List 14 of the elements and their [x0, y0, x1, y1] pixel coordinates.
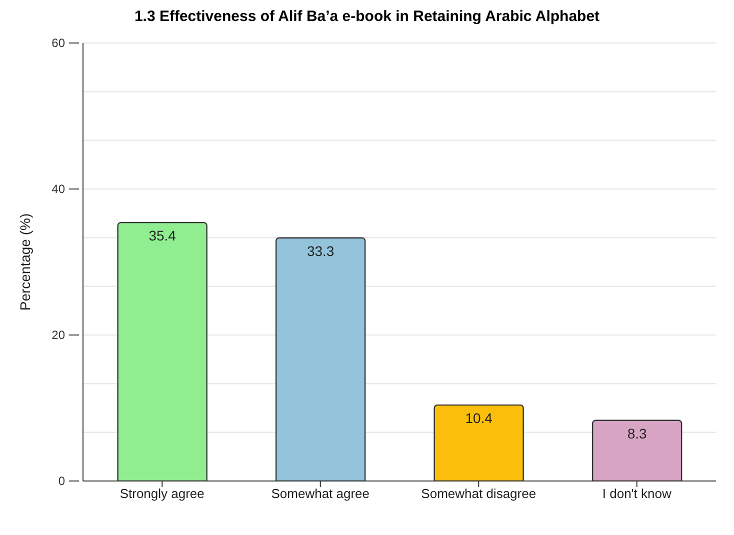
data-label: 8.3 — [627, 425, 648, 442]
data-label: 33.3 — [306, 242, 334, 259]
y-tick-label: 60 — [52, 36, 66, 50]
data-label: 10.4 — [465, 410, 493, 426]
x-tick-label: Somewhat agree — [271, 486, 370, 502]
x-tick-label: Strongly agree — [120, 486, 204, 502]
data-label: 35.4 — [148, 228, 176, 244]
y-tick-label: 20 — [52, 328, 66, 342]
y-tick-label: 0 — [58, 474, 66, 488]
chart-title: 1.3 Effectiveness of Alif Ba’a e-book in Retaining Arabic Alphabet — [133, 8, 601, 25]
y-axis-title: Percentage (%) — [16, 213, 33, 311]
x-tick-label: Somewhat disagree — [421, 486, 536, 502]
y-tick-label: 40 — [52, 182, 66, 196]
x-tick-label: I don't know — [602, 486, 672, 502]
